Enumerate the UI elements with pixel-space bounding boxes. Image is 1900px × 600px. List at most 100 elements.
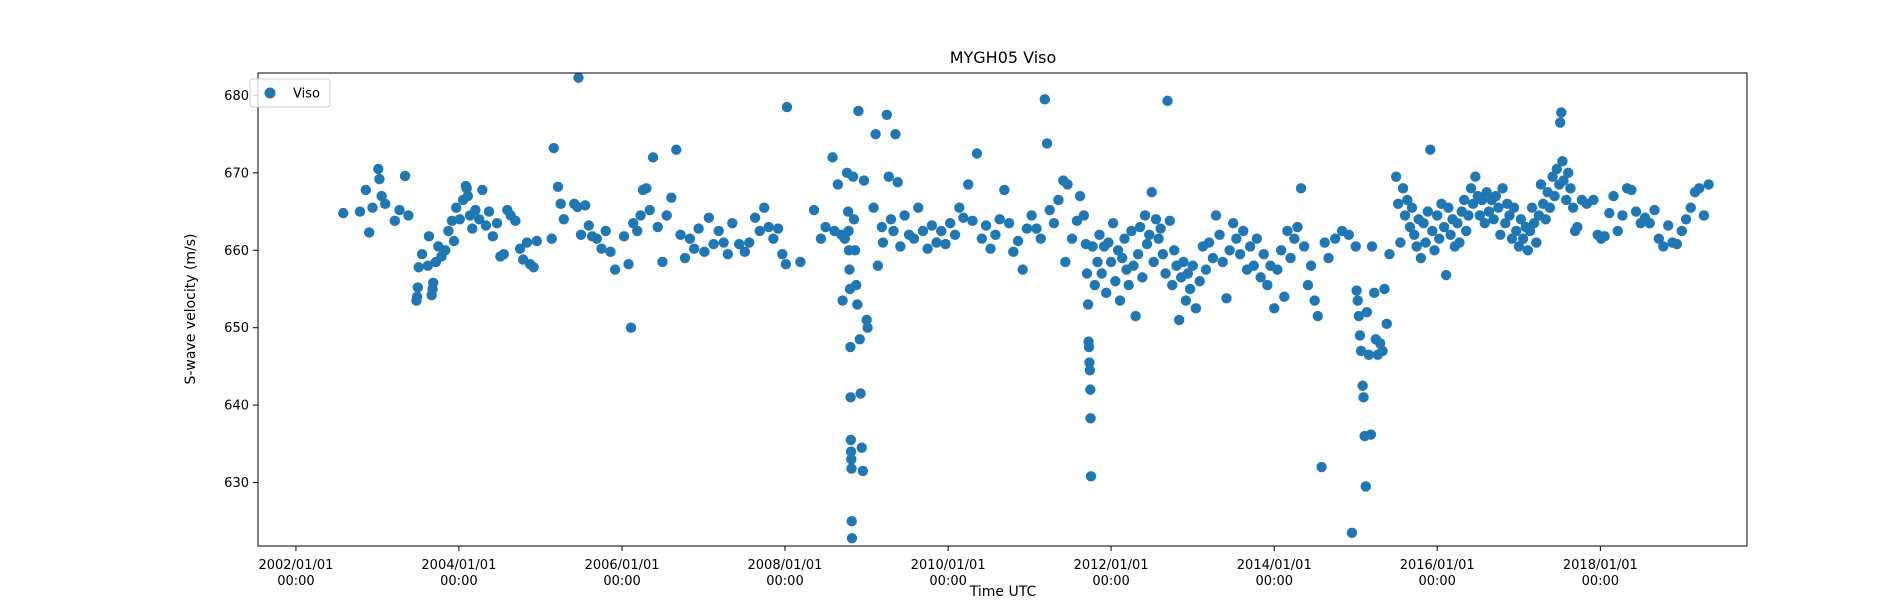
data-point: [848, 214, 860, 225]
data-point: [1556, 107, 1567, 118]
data-point: [1504, 210, 1515, 221]
data-point: [845, 392, 856, 403]
data-point: [1565, 183, 1576, 194]
data-point: [1343, 229, 1355, 240]
data-point: [661, 210, 672, 221]
data-point: [609, 264, 621, 275]
data-point: [558, 214, 569, 225]
data-point: [1248, 260, 1259, 271]
x-tick-label: 2014/01/01: [1237, 558, 1312, 573]
data-point: [722, 248, 734, 260]
data-point: [1644, 217, 1655, 229]
data-point: [1649, 204, 1660, 216]
data-point: [1465, 183, 1477, 194]
data-point: [600, 225, 611, 237]
data-point: [1663, 220, 1674, 231]
data-point: [1547, 171, 1558, 182]
data-point: [949, 229, 961, 240]
data-point: [846, 516, 857, 527]
x-tick-label: 2004/01/01: [421, 558, 496, 573]
legend: Viso: [249, 78, 331, 108]
data-point: [1346, 527, 1358, 539]
data-point: [1251, 233, 1263, 244]
data-point: [963, 179, 974, 190]
data-point: [1139, 210, 1151, 221]
data-point: [555, 198, 566, 210]
data-point: [1039, 94, 1051, 105]
data-point: [1676, 225, 1688, 237]
data-point: [1083, 341, 1095, 353]
data-point: [454, 214, 465, 225]
data-point: [1078, 210, 1090, 221]
data-point: [1128, 260, 1139, 271]
x-tick-label: 00:00: [440, 574, 477, 589]
data-point: [1567, 202, 1579, 213]
data-point: [1406, 202, 1418, 213]
data-point: [1289, 233, 1300, 244]
data-point: [373, 163, 384, 175]
data-point: [1511, 225, 1522, 237]
data-point: [1155, 223, 1166, 234]
data-point: [846, 463, 857, 474]
data-point: [628, 217, 639, 229]
data-point: [1703, 179, 1714, 190]
data-point: [1305, 260, 1317, 271]
data-point: [1269, 303, 1280, 314]
data-point: [856, 442, 867, 453]
data-point: [1409, 229, 1420, 240]
data-point: [605, 246, 616, 258]
chart-title: MYGH05 Viso: [950, 48, 1057, 67]
data-point: [772, 223, 784, 234]
data-point: [990, 229, 1001, 240]
data-point: [1361, 307, 1373, 318]
data-point: [845, 446, 857, 457]
data-point: [1262, 279, 1273, 291]
data-point: [1397, 183, 1409, 194]
data-point: [1379, 283, 1390, 295]
data-point: [872, 260, 884, 271]
data-point: [1238, 225, 1249, 237]
data-point: [376, 190, 387, 202]
data-point: [985, 243, 996, 254]
x-tick-label: 2012/01/01: [1074, 558, 1149, 573]
data-point: [1008, 246, 1019, 258]
data-point: [1563, 167, 1574, 179]
x-tick-label: 00:00: [1092, 574, 1129, 589]
data-point: [727, 217, 738, 229]
data-point: [461, 183, 472, 194]
x-axis-title: Time UTC: [969, 584, 1037, 600]
data-point: [1173, 314, 1185, 326]
data-point: [354, 206, 366, 217]
data-point: [1190, 303, 1202, 314]
data-point: [815, 233, 827, 244]
y-tick-label: 640: [224, 399, 249, 414]
data-point: [1182, 268, 1194, 279]
data-point: [1554, 117, 1566, 128]
data-point: [1528, 217, 1540, 229]
data-point: [412, 282, 424, 293]
data-point: [1035, 233, 1046, 244]
data-point: [795, 256, 806, 268]
data-point: [1110, 276, 1121, 287]
data-point: [1137, 272, 1148, 283]
data-point: [1653, 233, 1665, 244]
data-point: [1381, 318, 1392, 330]
data-point: [644, 204, 655, 216]
data-point: [1184, 283, 1196, 295]
data-point: [827, 152, 838, 163]
x-tick-label: 00:00: [277, 574, 314, 589]
data-point: [1178, 256, 1189, 268]
x-tick-label: 2008/01/01: [748, 558, 823, 573]
data-point: [1395, 237, 1406, 248]
data-point: [855, 388, 866, 399]
x-tick-label: 00:00: [1256, 574, 1293, 589]
data-point: [1561, 194, 1572, 206]
data-point: [1117, 252, 1128, 264]
data-point: [411, 291, 423, 302]
data-point: [1360, 481, 1371, 492]
data-point: [1427, 225, 1438, 237]
data-point: [1026, 210, 1037, 221]
data-point: [1282, 225, 1293, 237]
data-point: [623, 259, 634, 270]
